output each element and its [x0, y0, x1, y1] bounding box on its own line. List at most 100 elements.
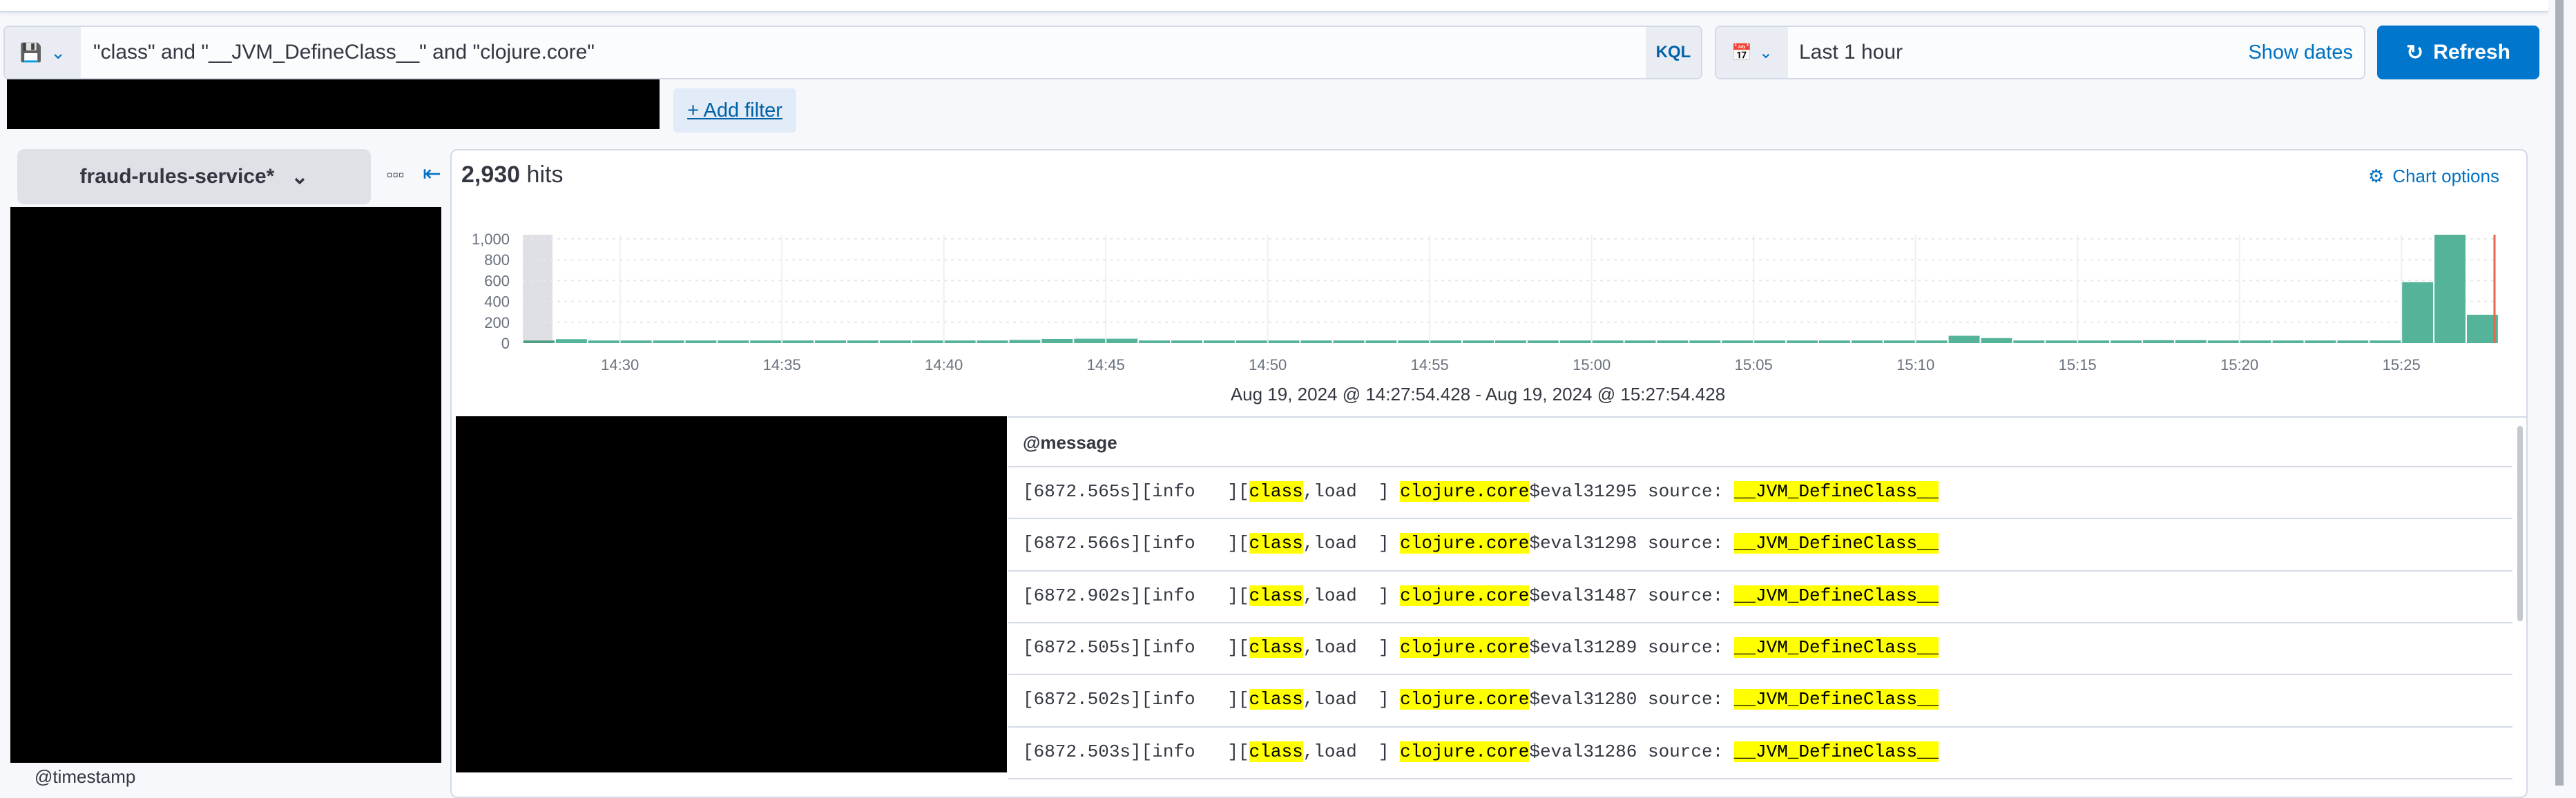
- refresh-button[interactable]: ↻ Refresh: [2377, 26, 2539, 79]
- quick-select-button[interactable]: 📅 ⌄: [1716, 27, 1788, 78]
- x-tick-label: 15:20: [2220, 356, 2258, 373]
- chart-options-label: Chart options: [2392, 166, 2499, 186]
- date-picker[interactable]: 📅 ⌄ Last 1 hour Show dates: [1715, 26, 2365, 79]
- redacted-field-list: [10, 207, 441, 763]
- collapse-sidebar-icon[interactable]: ⇤: [423, 161, 441, 186]
- histogram-bar: [620, 340, 652, 343]
- highlight-match: __JVM_DefineClass__: [1733, 585, 1939, 606]
- message-text: [6872.566s][info ][: [1023, 533, 1249, 554]
- table-row[interactable]: [6872.502s][info ][class,load ] clojure.…: [1023, 689, 1939, 710]
- table-row[interactable]: [6872.503s][info ][class,load ] clojure.…: [1023, 741, 1939, 762]
- hits-count: 2,930 hits: [461, 162, 564, 188]
- histogram-bar: [1624, 340, 1656, 343]
- message-text: $eval31286 source:: [1529, 741, 1734, 762]
- histogram-bar: [2207, 340, 2239, 343]
- refresh-icon: ↻: [2406, 41, 2424, 64]
- row-divider: [1008, 621, 2512, 623]
- x-tick-label: 14:30: [601, 356, 639, 373]
- histogram-bar: [1365, 340, 1397, 343]
- x-tick-label: 14:45: [1087, 356, 1125, 373]
- highlight-match: class: [1249, 689, 1303, 710]
- chart-options-button[interactable]: ⚙ Chart options: [2368, 166, 2499, 187]
- divider: [1008, 416, 2528, 418]
- histogram-bar: [2467, 314, 2498, 343]
- message-text: ,load ]: [1303, 689, 1401, 710]
- histogram-bar: [1527, 340, 1559, 343]
- query-input[interactable]: "class" and "__JVM_DefineClass__" and "c…: [93, 41, 595, 64]
- show-dates-link[interactable]: Show dates: [2248, 41, 2353, 64]
- highlight-match: clojure.core: [1400, 585, 1530, 606]
- highlight-match: clojure.core: [1400, 741, 1530, 762]
- highlight-match: clojure.core: [1400, 481, 1530, 502]
- histogram-bar: [944, 340, 976, 343]
- message-text: ,load ]: [1303, 585, 1401, 606]
- histogram-bar: [1300, 340, 1332, 343]
- column-header-message[interactable]: @message: [1023, 432, 1117, 453]
- message-text: ,load ]: [1303, 741, 1401, 762]
- saved-query-button[interactable]: 💾 ⌄: [5, 27, 81, 78]
- message-text: [6872.502s][info ][: [1023, 689, 1249, 710]
- histogram-bar: [2272, 340, 2304, 343]
- message-text: [6872.902s][info ][: [1023, 585, 1249, 606]
- histogram-bar: [2434, 235, 2466, 343]
- refresh-label: Refresh: [2433, 41, 2510, 64]
- page-scrollbar[interactable]: [2555, 0, 2564, 786]
- highlight-match: clojure.core: [1400, 636, 1530, 658]
- table-scrollbar[interactable]: [2517, 426, 2523, 621]
- x-tick-label: 15:05: [1735, 356, 1773, 373]
- date-range-value[interactable]: Last 1 hour: [1799, 41, 1903, 64]
- gear-icon: ⚙: [2368, 166, 2385, 186]
- field-timestamp[interactable]: @timestamp: [35, 766, 136, 787]
- histogram-bar: [1883, 340, 1915, 343]
- highlight-match: __JVM_DefineClass__: [1733, 741, 1939, 762]
- table-row[interactable]: [6872.565s][info ][class,load ] clojure.…: [1023, 481, 1939, 502]
- message-text: $eval31487 source:: [1529, 585, 1734, 606]
- histogram-bar: [718, 340, 749, 343]
- table-row[interactable]: [6872.566s][info ][class,load ] clojure.…: [1023, 533, 1939, 554]
- index-pattern-selector[interactable]: fraud-rules-service* ⌄: [17, 149, 371, 204]
- x-tick-label: 15:00: [1573, 356, 1611, 373]
- x-tick-label: 15:10: [1896, 356, 1934, 373]
- query-bar[interactable]: 💾 ⌄ "class" and "__JVM_DefineClass__" an…: [3, 26, 1702, 79]
- highlight-match: __JVM_DefineClass__: [1733, 636, 1939, 658]
- highlight-match: class: [1249, 585, 1303, 606]
- table-row[interactable]: [6872.505s][info ][class,load ] clojure.…: [1023, 636, 1939, 658]
- histogram-bar: [2402, 282, 2434, 343]
- histogram-bar: [782, 340, 814, 343]
- histogram-bar: [1559, 340, 1591, 343]
- row-divider: [1008, 518, 2512, 520]
- table-row[interactable]: [6872.902s][info ][class,load ] clojure.…: [1023, 585, 1939, 606]
- histogram-bar: [847, 340, 878, 343]
- out-of-range-shade: [523, 235, 552, 343]
- histogram-bar: [2143, 340, 2174, 343]
- highlight-match: __JVM_DefineClass__: [1733, 533, 1939, 554]
- message-text: ,load ]: [1303, 533, 1401, 554]
- index-pattern-label: fraud-rules-service*: [79, 165, 275, 188]
- message-text: ,load ]: [1303, 636, 1401, 658]
- histogram-bar: [1948, 335, 1980, 343]
- histogram-bar: [2111, 340, 2142, 343]
- histogram-bar: [588, 340, 619, 343]
- histogram-bar: [815, 340, 846, 343]
- redacted-filters: [7, 79, 660, 129]
- histogram-bar: [1171, 340, 1202, 343]
- histogram-bar: [1268, 340, 1300, 343]
- highlight-match: __JVM_DefineClass__: [1733, 689, 1939, 710]
- row-divider: [1008, 674, 2512, 676]
- histogram-bar: [1430, 340, 1462, 343]
- histogram-bar: [1333, 340, 1365, 343]
- y-tick-label: 600: [484, 272, 510, 289]
- histogram-bar: [1722, 340, 1753, 343]
- histogram-bar: [977, 340, 1008, 343]
- add-filter-button[interactable]: + Add filter: [673, 88, 796, 133]
- histogram-chart[interactable]: 14:30 14:35 14:40 14:45 14:50 14:55 15:00 15:05…: [0, 0, 2576, 380]
- histogram-bar: [1819, 340, 1850, 343]
- highlight-match: __JVM_DefineClass__: [1733, 481, 1939, 502]
- histogram-bar: [1139, 340, 1170, 343]
- query-language-button[interactable]: KQL: [1646, 27, 1701, 78]
- histogram-bar: [2046, 340, 2077, 343]
- histogram-bar: [1916, 340, 1948, 343]
- message-text: $eval31298 source:: [1529, 533, 1734, 554]
- message-text: $eval31295 source:: [1529, 481, 1734, 502]
- more-options-icon[interactable]: ▫▫▫: [387, 166, 405, 184]
